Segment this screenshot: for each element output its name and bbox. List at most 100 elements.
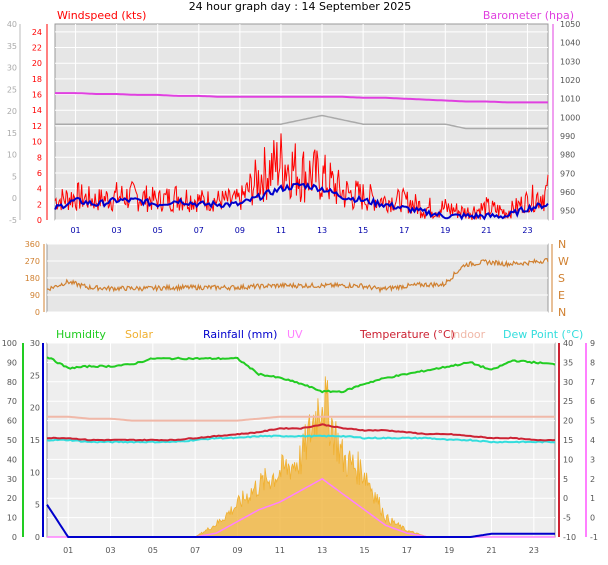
humidity-tick-label: 50 (7, 436, 17, 445)
baro-tick-label: 1020 (560, 76, 580, 85)
wind-tick-label: 6 (37, 169, 42, 178)
temp-x-tick-label: 01 (63, 546, 73, 555)
baro-tick-label: 970 (560, 169, 575, 178)
humidity-tick-label: 90 (7, 358, 17, 367)
baro-tick-label: 950 (560, 207, 575, 216)
temp-x-tick-label: 23 (529, 546, 539, 555)
uv-tick-label: 7 (590, 378, 595, 387)
wind-x-tick-label: 11 (276, 226, 286, 235)
temp-tick-label: -10 (563, 533, 576, 542)
temp-x-tick-label: 11 (275, 546, 285, 555)
wind-tick-label: 4 (37, 185, 42, 194)
temp-tick-label: 25 (563, 397, 573, 406)
rain-tick-label: 5 (35, 501, 40, 510)
wind-x-tick-label: 15 (358, 226, 368, 235)
temp-x-tick-label: 07 (190, 546, 200, 555)
humidity-tick-label: 10 (7, 514, 17, 523)
uv-tick-label: 0 (590, 514, 595, 523)
uv-tick-label: 8 (590, 358, 595, 367)
wind-tick-label: 22 (32, 44, 42, 53)
legend-item: Indoor (450, 328, 486, 341)
temp-tick-label: 5 (563, 475, 568, 484)
humidity-tick-label: 30 (7, 475, 17, 484)
far-left-tick-label: 20 (7, 107, 17, 116)
direction-tick-label: 270 (25, 257, 40, 266)
temp-x-tick-label: 03 (105, 546, 115, 555)
temp-tick-label: 30 (563, 378, 573, 387)
dewpoint-series-line (46, 434, 556, 444)
uv-tick-label: 2 (590, 475, 595, 484)
temp-tick-label: -5 (563, 514, 571, 523)
temp-tick-label: 0 (563, 494, 568, 503)
compass-label: E (558, 289, 565, 302)
temperature-series-line (46, 423, 556, 442)
far-left-tick-label: 30 (7, 64, 17, 73)
far-left-tick-label: 5 (12, 172, 17, 181)
wind-x-tick-label: 07 (194, 226, 204, 235)
direction-series-line (46, 257, 549, 294)
temp-tick-label: 10 (563, 455, 573, 464)
wind-axis-title: Windspeed (kts) (57, 9, 146, 22)
humidity-tick-label: 20 (7, 494, 17, 503)
baro-tick-label: 980 (560, 151, 575, 160)
uv-tick-label: 3 (590, 455, 595, 464)
wind-tick-label: 12 (32, 122, 42, 131)
baro-tick-label: 1030 (560, 57, 580, 66)
rain-tick-label: 15 (30, 436, 40, 445)
temp-x-tick-label: 15 (359, 546, 369, 555)
rain-tick-label: 0 (35, 533, 40, 542)
wind-x-tick-label: 01 (70, 226, 80, 235)
far-left-tick-label: 40 (7, 20, 17, 29)
direction-tick-label: 90 (30, 291, 40, 300)
uv-tick-label: 9 (590, 339, 595, 348)
compass-label: W (558, 255, 569, 268)
humidity-tick-label: 60 (7, 417, 17, 426)
baro-tick-label: 1000 (560, 113, 580, 122)
wind-tick-label: 20 (32, 59, 42, 68)
wind-tick-label: 2 (37, 200, 42, 209)
chart-title: 24 hour graph day : 14 September 2025 (189, 0, 412, 13)
far-left-tick-label: 15 (7, 129, 17, 138)
uv-tick-label: 4 (590, 436, 595, 445)
temp-tick-label: 35 (563, 358, 573, 367)
wind-x-tick-label: 09 (235, 226, 245, 235)
wind-series-line (54, 133, 549, 221)
uv-tick-label: 5 (590, 417, 595, 426)
wind-tick-label: 24 (32, 28, 42, 37)
direction-tick-label: 0 (35, 308, 40, 317)
far-left-tick-label: 25 (7, 85, 17, 94)
temp-x-tick-label: 09 (232, 546, 242, 555)
rain-tick-label: 30 (30, 339, 40, 348)
rain-tick-label: 20 (30, 404, 40, 413)
temp-tick-label: 15 (563, 436, 573, 445)
wind-tick-label: 10 (32, 138, 42, 147)
far-left-tick-label: 35 (7, 42, 17, 51)
humidity-tick-label: 100 (2, 339, 17, 348)
baro-tick-label: 1050 (560, 20, 580, 29)
legend-item: UV (287, 328, 303, 341)
rain-tick-label: 10 (30, 468, 40, 477)
temp-x-tick-label: 21 (486, 546, 496, 555)
far-left-tick-label: 0 (12, 194, 17, 203)
wind-x-tick-label: 05 (153, 226, 163, 235)
baro-tick-label: 1040 (560, 39, 580, 48)
legend-item: Solar (125, 328, 154, 341)
legend-item: Humidity (56, 328, 106, 341)
compass-label: N (558, 306, 566, 319)
wind-x-tick-label: 19 (440, 226, 450, 235)
compass-label: N (558, 238, 566, 251)
wind-x-tick-label: 17 (399, 226, 409, 235)
far-left-tick-label: -5 (9, 216, 17, 225)
uv-tick-label: 1 (590, 494, 595, 503)
gray-series-line (55, 114, 548, 130)
wind-x-tick-label: 03 (112, 226, 122, 235)
humidity-tick-label: 40 (7, 455, 17, 464)
wind-panel: -505101520253035400246810121416182022249… (7, 9, 581, 235)
humidity-tick-label: 0 (12, 533, 17, 542)
uv-tick-label: -1 (590, 533, 598, 542)
temp-x-tick-label: 17 (402, 546, 412, 555)
wind-x-tick-label: 21 (481, 226, 491, 235)
compass-label: S (558, 272, 565, 285)
